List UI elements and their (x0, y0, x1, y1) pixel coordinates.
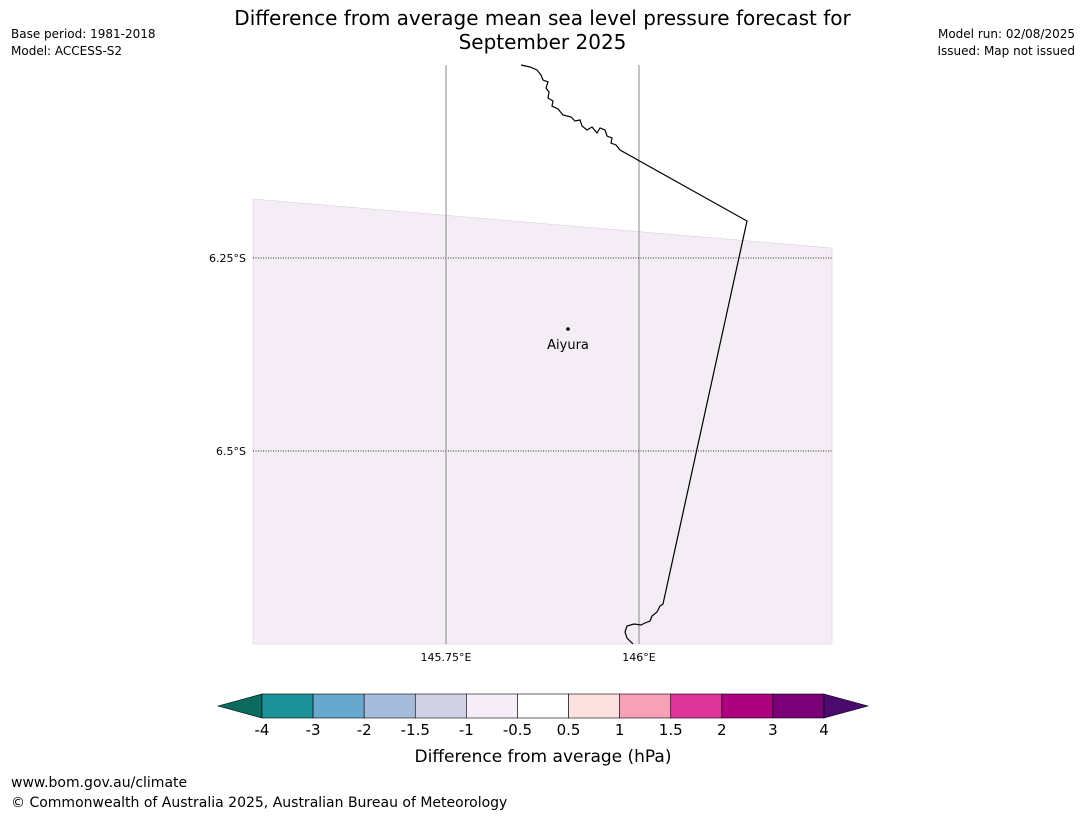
colorbar-tick-label: 4 (819, 721, 829, 739)
lat-label-6-25: 6.25°S (209, 252, 246, 265)
colorbar-extend-low (216, 693, 263, 719)
colorbar-tick-label: 3 (768, 721, 778, 739)
colorbar-swatch (721, 693, 774, 719)
colorbar-tick-label: -2 (357, 721, 372, 739)
place-marker (566, 327, 570, 331)
title-line-2: September 2025 (458, 30, 627, 54)
forecast-shaded-area (252, 198, 833, 645)
colorbar-label: Difference from average (hPa) (415, 747, 672, 767)
lon-label-145-75: 145.75°E (421, 651, 472, 664)
colorbar-tick-label: -1 (459, 721, 474, 739)
colorbar-swatch (568, 693, 620, 719)
colorbar-tick-label: -1.5 (401, 721, 430, 739)
title-line-1: Difference from average mean sea level p… (234, 6, 851, 30)
colorbar: -4 -3 -2 -1.5 -1 -0.5 0.5 1 1.5 2 3 4 Difference fr… (216, 693, 870, 767)
map-title: Difference from average mean sea level p… (0, 6, 1085, 54)
colorbar-swatch (363, 693, 416, 719)
colorbar-swatch (670, 693, 723, 719)
colorbar-tick-label: 1 (615, 721, 625, 739)
colorbar-tick-label: -3 (306, 721, 321, 739)
footer-url[interactable]: www.bom.gov.au/climate (11, 775, 188, 791)
colorbar-swatch (466, 693, 518, 719)
model-name: Model: ACCESS-S2 (11, 44, 123, 58)
coastline (520, 64, 748, 645)
colorbar-tick-label: -0.5 (503, 721, 532, 739)
colorbar-swatch (772, 693, 825, 719)
colorbar-tick-label: 1.5 (659, 721, 683, 739)
base-period: Base period: 1981-2018 (11, 27, 156, 41)
colorbar-swatch (414, 693, 467, 719)
issued-status: Issued: Map not issued (937, 44, 1075, 58)
meta-right: Model run: 02/08/2025 Issued: Map not is… (937, 26, 1075, 60)
colorbar-tick-label: 0.5 (557, 721, 581, 739)
lat-label-6-5: 6.5°S (216, 445, 246, 458)
meta-left: Base period: 1981-2018 Model: ACCESS-S2 (11, 26, 156, 60)
model-run: Model run: 02/08/2025 (937, 27, 1075, 41)
colorbar-swatch (517, 693, 569, 719)
colorbar-extend-high (823, 693, 870, 719)
place-label: Aiyura (547, 338, 589, 353)
colorbar-tick-label: -4 (255, 721, 270, 739)
colorbar-swatch (312, 693, 365, 719)
footer-copyright: © Commonwealth of Australia 2025, Austra… (11, 795, 508, 811)
colorbar-tick-label: 2 (717, 721, 727, 739)
lon-label-146: 146°E (622, 651, 655, 664)
colorbar-swatch (261, 693, 314, 719)
colorbar-swatch (619, 693, 672, 719)
